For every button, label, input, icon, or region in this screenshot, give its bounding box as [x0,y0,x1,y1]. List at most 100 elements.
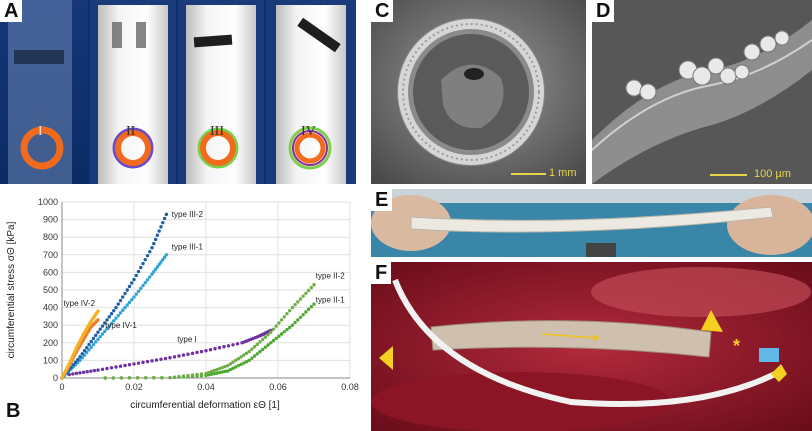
series-point [114,365,118,369]
series-point [130,297,134,302]
series-point [168,356,172,360]
series-point [121,308,125,312]
series-point [112,308,116,313]
series-point [152,270,156,274]
series-point [228,362,232,366]
series-point [96,337,100,341]
series-point [181,353,186,357]
series-point [244,360,249,364]
series-point [96,318,100,322]
series-point [312,302,316,306]
series-point [153,237,158,242]
series-point [161,220,165,225]
series-point [143,281,147,285]
panel-b-label: B [6,400,21,422]
series-point [177,374,181,379]
series-point [111,376,116,380]
series-point [274,336,278,341]
y-axis-label: circumferential stress σΘ [kPa] [6,221,17,358]
series-point [190,351,195,356]
series-point [282,315,286,319]
series-point [159,225,163,229]
series-point [261,347,265,352]
series-point [116,313,120,318]
series-point [159,260,163,264]
series-point [71,372,75,376]
series-point [242,353,246,357]
series-point [250,356,254,360]
series-point [123,305,127,310]
series-label: type III-2 [172,210,204,219]
series-point [94,340,98,344]
series-point [223,369,227,374]
series-point [157,229,161,233]
series-point [195,350,199,355]
series-point [127,300,132,305]
series-point [100,332,105,336]
series-point [234,358,238,363]
series-point [135,376,140,380]
series-point [136,361,141,365]
y-tick-label: 700 [43,250,58,260]
series-point [298,297,303,301]
series-point [190,373,195,377]
series-point [87,342,91,347]
series-point [263,345,268,349]
series-point [235,342,240,346]
series-point [109,312,114,316]
series-point [76,357,80,362]
series-point [304,291,308,295]
series-point [100,367,105,372]
series-point [85,345,89,350]
series-point [258,340,262,344]
series-label: type IV-2 [63,299,95,308]
series-point [98,334,102,339]
series-point [285,327,289,332]
panel-d-label: D [592,0,615,22]
series-point [98,327,102,331]
series-point [127,362,132,367]
series-point [195,372,199,377]
panel-e-photo [371,189,812,257]
panel-e: E [371,189,812,257]
y-tick-label: 800 [43,232,58,242]
series-point [288,308,292,313]
series-point [141,360,145,365]
series-point [274,324,278,328]
y-tick-label: 900 [43,215,58,225]
series-point [215,371,219,375]
series-point [118,311,123,315]
panel-d-scale: 100 µm [754,168,791,180]
series-point [164,212,169,217]
series-point [217,370,222,375]
series-point [164,253,169,257]
series-point [80,352,84,356]
series-point [78,371,82,375]
y-tick-label: 600 [43,267,58,277]
series-point [114,305,118,310]
series-point [152,376,156,380]
series-label: type III-1 [172,243,204,252]
y-tick-label: 400 [43,303,58,313]
series-point [96,309,100,313]
series-point [309,305,313,309]
series-point [252,354,257,358]
series-point [73,360,78,364]
panel-a-label: A [0,0,23,22]
panel-f: F * [371,262,812,431]
series-point [222,345,226,349]
series-point [162,216,167,221]
series-point [92,368,97,373]
series-point [114,316,118,320]
series-point [208,348,213,352]
series-point [282,330,286,334]
series-point [153,267,158,272]
series-point [159,357,163,361]
series-point [91,342,96,347]
series-point [225,363,230,368]
series-point [139,286,143,291]
series-point [263,335,268,339]
series-point [91,336,96,341]
y-tick-label: 1000 [38,197,58,207]
series-point [215,367,219,372]
